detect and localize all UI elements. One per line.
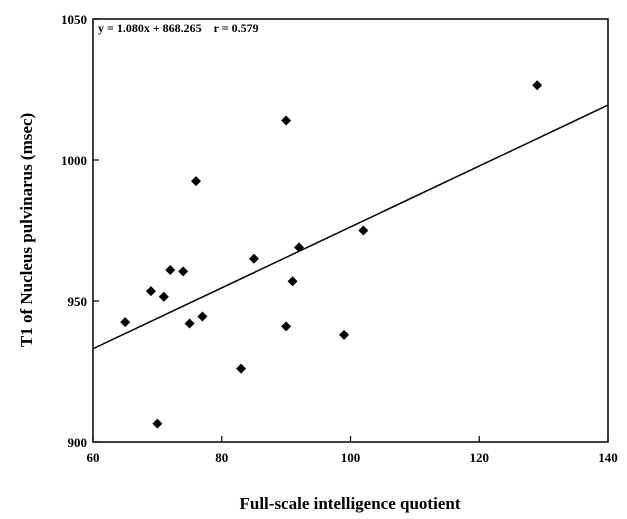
data-point-3: [158, 291, 169, 302]
data-point-7: [191, 176, 201, 187]
axis-tick-labels: 60 80 100 120 140 900 950 1000 1050: [61, 12, 618, 465]
data-point-13: [287, 276, 298, 287]
y-axis-title: T1 of Nucleus pulvinarus (msec): [17, 113, 36, 347]
x-tick-label-0: 60: [87, 450, 100, 465]
data-points: [120, 80, 543, 429]
data-point-8: [197, 311, 208, 322]
x-tick-label-4: 140: [598, 450, 618, 465]
regression-equation: y = 1.080x + 868.265 r = 0.579: [98, 21, 259, 35]
data-point-15: [339, 329, 350, 340]
x-tick-label-3: 120: [470, 450, 490, 465]
data-point-2: [152, 418, 163, 429]
y-tick-label-2: 1000: [61, 153, 87, 168]
regression-line: [92, 104, 609, 350]
data-point-9: [236, 363, 247, 374]
y-tick-label-3: 1050: [61, 12, 87, 27]
data-point-1: [145, 286, 156, 297]
data-point-14: [294, 242, 304, 253]
data-point-17: [532, 80, 543, 91]
data-point-12: [281, 115, 292, 126]
data-point-5: [178, 266, 189, 277]
data-point-6: [184, 318, 195, 329]
y-tick-label-1: 950: [68, 294, 88, 309]
y-tick-label-0: 900: [68, 435, 88, 450]
data-point-16: [358, 225, 369, 236]
data-point-10: [248, 253, 259, 264]
data-point-0: [120, 317, 131, 328]
data-point-11: [281, 321, 292, 332]
axis-ticks: [92, 18, 609, 443]
x-tick-label-1: 80: [215, 450, 228, 465]
plot-frame: [92, 18, 609, 443]
data-point-4: [165, 264, 176, 275]
x-axis-title: Full-scale intelligence quotient: [240, 494, 461, 513]
x-tick-label-2: 100: [341, 450, 361, 465]
